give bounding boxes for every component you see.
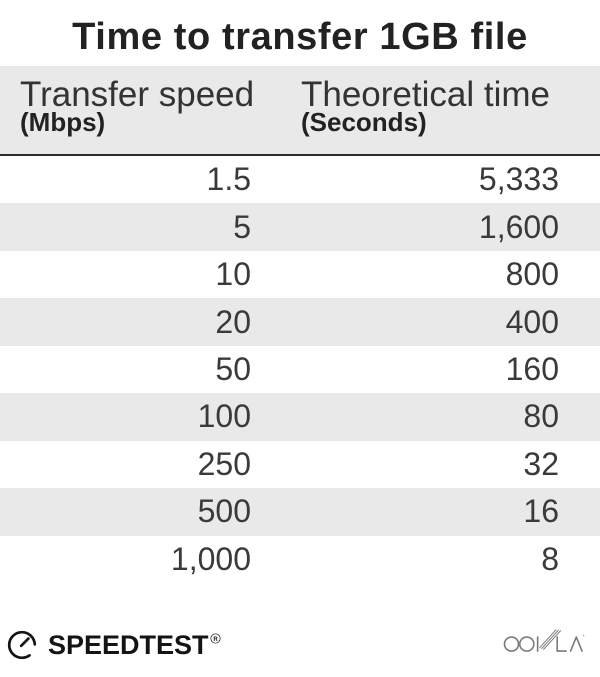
svg-text:R: R: [213, 636, 218, 642]
